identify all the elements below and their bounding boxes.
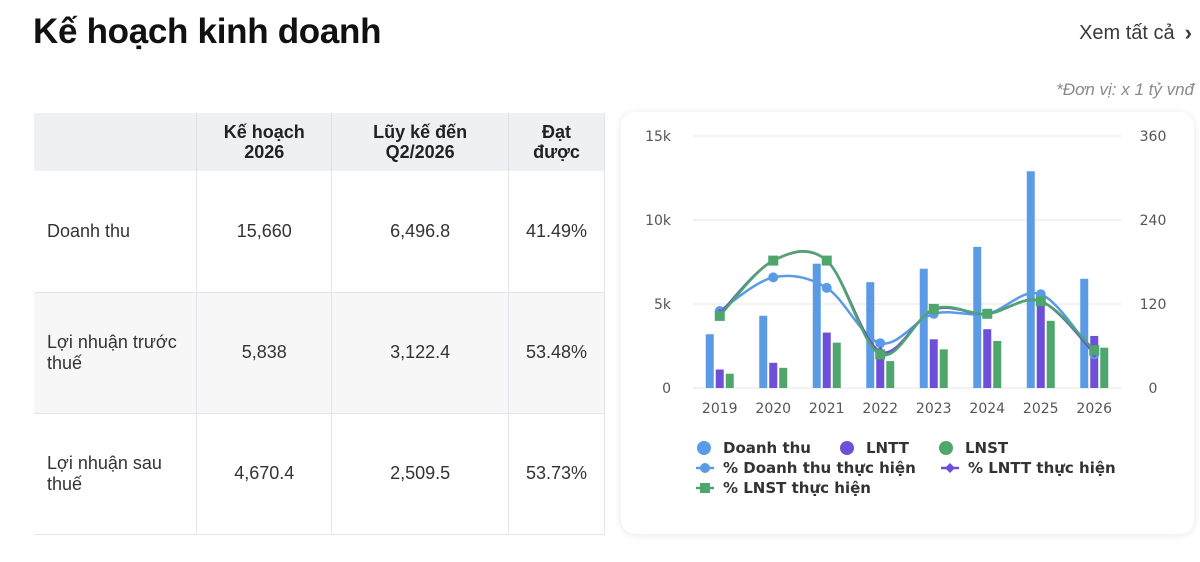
bar-lntt	[769, 362, 778, 388]
y2-axis-tick-label: 240	[1140, 213, 1167, 229]
bar-doanh-thu	[705, 334, 714, 388]
see-all-label: Xem tất cả	[1079, 21, 1175, 44]
line-point	[768, 255, 779, 266]
column-header	[34, 113, 198, 171]
legend-swatch	[840, 441, 854, 455]
bar-lnst	[832, 342, 841, 388]
achieved-value: 41.49%	[508, 171, 605, 293]
bar-doanh-thu	[973, 246, 982, 388]
cumulative-value: 6,496.8	[331, 171, 510, 293]
legend-marker	[700, 483, 710, 493]
y-axis-tick-label: 10k	[645, 213, 672, 229]
bar-doanh-thu	[1026, 171, 1035, 388]
line-point	[875, 338, 886, 349]
line-point	[821, 255, 832, 266]
unit-note: *Đơn vị: x 1 tỷ vnđ	[1056, 80, 1194, 99]
line-point	[982, 308, 993, 319]
x-axis-tick-label: 2024	[969, 401, 1005, 417]
legend-label: LNST	[965, 439, 1009, 457]
bar-doanh-thu	[1080, 278, 1089, 388]
y2-axis-tick-label: 120	[1140, 297, 1167, 313]
plan-value: 4,670.4	[196, 413, 333, 535]
bar-doanh-thu	[759, 315, 768, 388]
bar-lntt	[822, 332, 831, 388]
chart-canvas: 0 0 5k 120 10k 240 15k 360 2019 2020 2021 2022 2023 2…	[645, 129, 1167, 497]
legend-label: Doanh thu	[723, 439, 811, 457]
x-axis-tick-label: 2023	[916, 401, 952, 417]
table-row: Lợi nhuận trước thuế 5,838 3,122.4 53.48…	[34, 292, 605, 414]
x-axis-tick-label: 2025	[1023, 401, 1059, 417]
table-row: Lợi nhuận sau thuế 4,670.4 2,509.5 53.73…	[34, 413, 605, 535]
bar-lnst	[993, 340, 1002, 388]
bar-lnst	[779, 367, 788, 388]
chevron-right-icon: ›	[1184, 20, 1192, 45]
bar-doanh-thu	[866, 282, 875, 388]
bar-doanh-thu	[812, 263, 821, 388]
x-axis-tick-label: 2026	[1076, 401, 1112, 417]
x-axis-tick-label: 2020	[755, 401, 791, 417]
table-header-row: Kế hoạch 2026 Lũy kế đến Q2/2026 Đạt đượ…	[34, 113, 605, 171]
legend-marker	[700, 463, 710, 473]
x-axis-tick-label: 2022	[862, 401, 898, 417]
y-axis-tick-label: 15k	[645, 129, 672, 145]
row-label: Doanh thu	[34, 171, 198, 293]
legend-label: % Doanh thu thực hiện	[723, 459, 916, 477]
achieved-value: 53.73%	[508, 413, 605, 535]
x-axis-tick-label: 2019	[702, 401, 738, 417]
x-axis-tick-label: 2021	[809, 401, 845, 417]
legend-swatch	[697, 441, 711, 455]
bar-lntt	[876, 356, 885, 388]
bar-lntt	[1090, 335, 1099, 388]
series-line	[718, 250, 1096, 357]
bar-doanh-thu	[919, 268, 928, 388]
bar-lnst	[886, 361, 895, 388]
page-title: Kế hoạch kinh doanh	[33, 12, 382, 51]
bar-lntt	[929, 339, 938, 388]
cumulative-value: 2,509.5	[331, 413, 510, 535]
y2-axis-tick-label: 360	[1140, 129, 1167, 145]
legend-marker	[945, 463, 955, 473]
row-label: Lợi nhuận trước thuế	[34, 292, 198, 414]
line-point	[714, 310, 725, 321]
column-header-achieved: Đạt được	[508, 113, 605, 171]
row-label: Lợi nhuận sau thuế	[34, 413, 198, 535]
column-header-plan: Kế hoạch 2026	[196, 113, 333, 171]
y-axis-tick-label: 0	[662, 381, 671, 397]
achieved-value: 53.48%	[508, 292, 605, 414]
line-point	[768, 272, 779, 283]
line-point	[1089, 345, 1100, 356]
bar-lntt	[983, 329, 992, 388]
legend-label: % LNTT thực hiện	[968, 459, 1116, 477]
table-row: Doanh thu 15,660 6,496.8 41.49%	[34, 171, 605, 293]
bar-lnst	[725, 373, 734, 388]
plan-value: 5,838	[196, 292, 333, 414]
legend-label: LNTT	[866, 439, 910, 457]
y2-axis-tick-label: 0	[1149, 381, 1158, 397]
bar-lntt	[1036, 305, 1045, 388]
line-point	[875, 349, 886, 360]
y-axis-tick-label: 5k	[654, 297, 672, 313]
column-header-cumulative: Lũy kế đến Q2/2026	[331, 113, 510, 171]
line-point	[928, 303, 939, 314]
business-plan-chart: 0 0 5k 120 10k 240 15k 360 2019 2020 2021 2022 2023 2…	[621, 112, 1194, 534]
bar-lnst	[1046, 320, 1055, 388]
bar-lnst	[1100, 347, 1109, 388]
plan-value: 15,660	[196, 171, 333, 293]
business-plan-table: Kế hoạch 2026 Lũy kế đến Q2/2026 Đạt đượ…	[34, 113, 605, 535]
bar-lnst	[939, 349, 948, 388]
line-point	[1035, 296, 1046, 307]
legend-label: % LNST thực hiện	[723, 479, 871, 497]
see-all-link[interactable]: Xem tất cả ›	[1079, 20, 1192, 46]
cumulative-value: 3,122.4	[331, 292, 510, 414]
line-point	[821, 282, 832, 293]
bar-lntt	[715, 369, 724, 388]
legend-swatch	[939, 441, 953, 455]
